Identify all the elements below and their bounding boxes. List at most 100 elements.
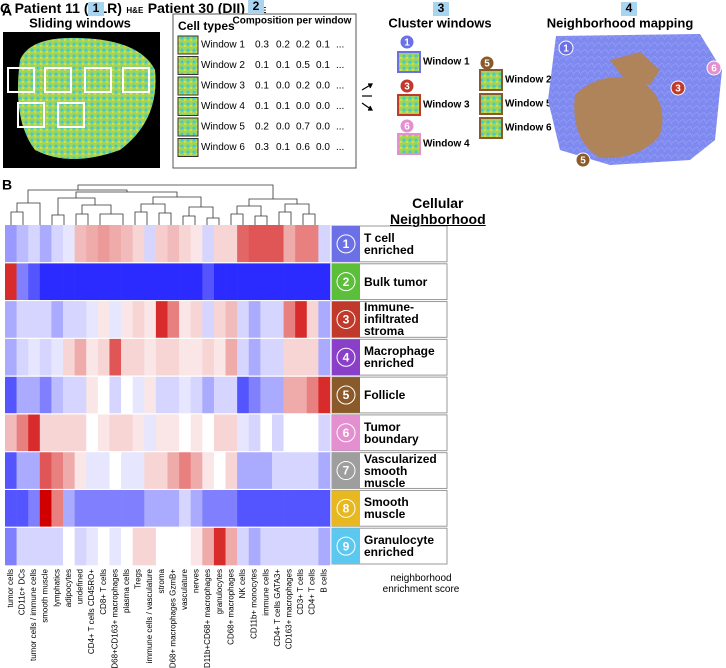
heatmap-cell <box>179 451 192 490</box>
ellipsis: ... <box>336 142 344 153</box>
heatmap-cell <box>260 413 273 452</box>
heatmap-cell <box>5 527 17 566</box>
heatmap-cell <box>63 376 75 415</box>
heatmap-cell <box>121 300 133 339</box>
heatmap-cell <box>167 376 180 415</box>
heatmap-cell <box>86 225 99 264</box>
heatmap-cell <box>167 527 180 566</box>
heatmap-cell <box>86 489 99 528</box>
heatmap-cell <box>202 413 215 452</box>
heatmap-cell <box>155 376 168 415</box>
heatmap-cell <box>237 225 250 264</box>
heatmap-cell <box>28 489 41 528</box>
table-cell: 0.5 <box>296 60 310 71</box>
heatmap-cell <box>283 338 296 377</box>
badge-number: 5 <box>343 388 350 402</box>
badge-number: 8 <box>343 502 350 516</box>
heatmap-cell <box>237 376 250 415</box>
heatmap-cell <box>213 338 226 377</box>
row-label: Immune-infiltrated stroma <box>364 300 419 339</box>
heatmap-cell <box>51 338 64 377</box>
table-cell: 0.1 <box>255 101 269 112</box>
column-label: lymphatics <box>52 569 61 607</box>
window-thumbnail <box>177 76 199 96</box>
heatmap-cell <box>179 527 192 566</box>
heatmap-cell <box>5 489 17 528</box>
heatmap-cell <box>109 225 122 264</box>
badge-number: 5 <box>484 59 490 70</box>
heatmap-cell <box>5 225 17 264</box>
heatmap-cell <box>283 451 296 490</box>
heatmap-cell <box>260 376 273 415</box>
heatmap-cell <box>237 262 250 301</box>
badge-number: 5 <box>580 156 586 167</box>
heatmap-cell <box>213 413 226 452</box>
heatmap-cell <box>86 262 99 301</box>
heatmap-cell <box>167 300 180 339</box>
heatmap-cell <box>283 413 296 452</box>
heatmap-cell <box>121 338 133 377</box>
heatmap-cell <box>144 225 157 264</box>
ellipsis: ... <box>336 122 344 133</box>
heatmap-cell <box>295 262 308 301</box>
heatmap-cell <box>213 527 226 566</box>
heatmap-cell <box>260 225 273 264</box>
ellipsis: ... <box>336 60 344 71</box>
heatmap-cell <box>167 262 180 301</box>
heatmap-cell <box>16 376 29 415</box>
table-cell: 0.0 <box>316 122 330 133</box>
step-number: 3 <box>438 1 445 15</box>
table-cell: 0.0 <box>316 101 330 112</box>
neighborhood-badge <box>575 152 591 168</box>
heatmap-cell <box>237 338 250 377</box>
heatmap-cell <box>318 300 331 339</box>
heatmap-cell <box>225 376 238 415</box>
column-label: smooth muscle <box>41 568 50 622</box>
heatmap-cell <box>132 338 145 377</box>
heatmap-cell <box>39 527 52 566</box>
panel-letter: C <box>0 0 11 16</box>
ellipsis: ... <box>336 40 344 51</box>
heatmap-cell <box>283 300 296 339</box>
heatmap-cell <box>202 451 215 490</box>
heatmap-cell <box>202 527 215 566</box>
badge-number: 1 <box>563 44 569 55</box>
heatmap-cell <box>74 527 87 566</box>
step-badge <box>433 2 449 16</box>
he-image: H&E Patient 30 (DII) H&E 145394 +30−3 ne… <box>126 0 459 595</box>
heatmap-cell <box>202 376 215 415</box>
column-label: granulocytes <box>215 569 224 614</box>
legend-title: Cellular Neighborhood <box>390 195 486 227</box>
heatmap-cell <box>167 225 180 264</box>
heatmap-cell <box>5 262 17 301</box>
table-cell: 0.1 <box>276 101 290 112</box>
follicle-region <box>574 77 663 159</box>
heatmap-cell <box>97 376 110 415</box>
ellipsis: ... <box>336 101 344 112</box>
table-cell: 0.7 <box>296 122 310 133</box>
heatmap-cell <box>109 527 122 566</box>
macrophage-region: H&E Patient 30 (DII) H&E 145394 +30−3 ne… <box>126 0 459 595</box>
heatmap-cell <box>248 489 261 528</box>
badge-number: 6 <box>404 122 410 133</box>
badge-number: 9 <box>343 539 350 553</box>
heatmap-cell <box>5 300 17 339</box>
window-thumbnail <box>177 97 199 116</box>
heatmap-cell <box>144 338 157 377</box>
heatmap-cell <box>74 262 87 301</box>
window-label: Window 1 <box>201 40 245 51</box>
table-cell: 0.2 <box>296 40 310 51</box>
heatmap-cell <box>132 225 145 264</box>
step-title: Cluster windows <box>388 15 491 30</box>
granulocyte-region: H&E 145394 +30−3 neighborhood enrichment… <box>249 0 459 595</box>
legend-title-line: Cellular <box>412 195 464 211</box>
heatmap-cell <box>155 489 168 528</box>
step-badge <box>248 0 264 14</box>
row-label: Macrophage enriched <box>364 344 435 371</box>
heatmap-cell <box>260 262 273 301</box>
heatmap-cell <box>225 451 238 490</box>
heatmap-cell <box>97 338 110 377</box>
heatmap-cell <box>51 300 64 339</box>
badge-number: 4 <box>343 350 350 364</box>
heatmap-cell <box>74 225 87 264</box>
